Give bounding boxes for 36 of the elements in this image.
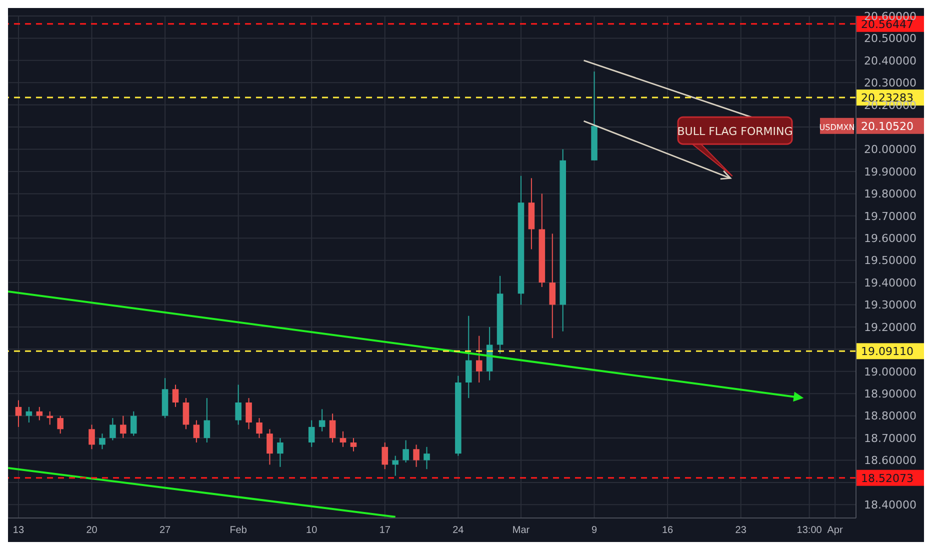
y-tick-label: 20.50000 (864, 32, 916, 46)
y-tick-label: 19.70000 (864, 210, 916, 223)
ref-line-label: 19.09110 (861, 345, 914, 358)
annotation: BULL FLAG FORMING (677, 125, 793, 138)
y-tick-label: 20.30000 (864, 76, 916, 90)
x-tick-label: 23 (735, 525, 747, 536)
x-tick-label: 16 (662, 525, 674, 536)
y-tick-label: 18.80000 (864, 410, 916, 423)
ref-line-label: 18.52073 (861, 472, 914, 485)
y-tick-label: 18.90000 (864, 388, 916, 401)
y-tick-label: 20.00000 (864, 143, 916, 156)
y-tick-label: 20.40000 (864, 54, 916, 68)
x-tick-label: Mar (512, 525, 530, 536)
x-tick-label: 20 (86, 525, 98, 536)
x-tick-label: 13:00 (796, 525, 822, 536)
x-tick-label: 13 (12, 525, 24, 536)
y-tick-label: 18.40000 (864, 498, 916, 512)
y-tick-label: 19.90000 (864, 165, 916, 178)
y-tick-label: 19.40000 (864, 276, 916, 290)
x-tick-label: 27 (159, 525, 172, 536)
y-tick-label: 18.70000 (864, 432, 916, 445)
x-tick-label: Feb (230, 525, 248, 536)
x-tick-label: 17 (379, 525, 391, 536)
x-tick-label: 24 (452, 525, 464, 536)
x-tick-label: 10 (306, 525, 318, 536)
y-tick-label: 19.20000 (864, 320, 916, 334)
y-tick-label: 19.80000 (864, 188, 916, 201)
y-tick-label: 18.60000 (864, 454, 916, 468)
y-tick-label: 19.50000 (864, 254, 916, 268)
y-tick-label: 19.30000 (864, 298, 916, 312)
y-tick-label: 19.60000 (864, 232, 916, 246)
x-tick-label: Apr (827, 525, 844, 536)
x-tick-label: 9 (591, 525, 598, 536)
text: 20.10520 (861, 120, 914, 133)
y-tick-label: 19.00000 (864, 365, 916, 378)
annotation: USDMXN (819, 122, 855, 132)
